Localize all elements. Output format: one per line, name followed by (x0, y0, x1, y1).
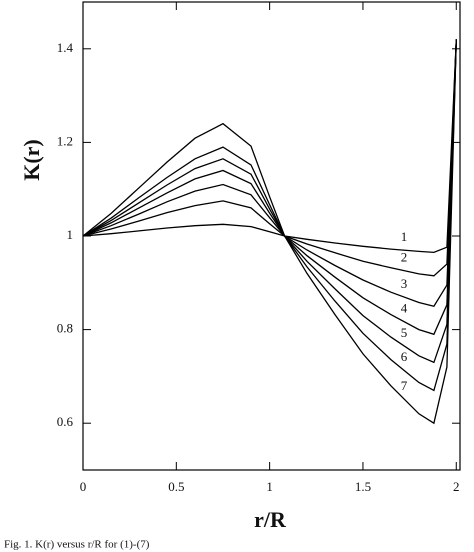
y-tick-label: 1.2 (57, 133, 73, 148)
y-axis-title: K(r) (19, 139, 44, 181)
curve-label: 6 (401, 349, 408, 364)
curve-label: 3 (401, 276, 408, 291)
curve-label: 4 (401, 301, 408, 316)
x-tick-label: 0.5 (168, 479, 184, 494)
curve-label: 5 (401, 325, 408, 340)
y-tick-label: 0.8 (57, 321, 73, 336)
x-tick-label: 2 (453, 479, 460, 494)
curve (82, 39, 457, 425)
curve-label: 2 (401, 250, 408, 265)
y-tick-label: 1.4 (57, 40, 74, 55)
x-axis-title: r/R (254, 507, 287, 532)
caption: Fig. 1. K(r) versus r/R for (1)-(7) (4, 539, 150, 551)
curve-label: 1 (401, 229, 408, 244)
y-tick-label: 0.6 (57, 414, 74, 429)
x-tick-label: 1.5 (355, 479, 371, 494)
x-tick-label: 0 (80, 479, 87, 494)
y-tick-label: 1 (67, 227, 74, 242)
curve-label: 7 (401, 378, 408, 393)
x-tick-label: 1 (266, 479, 273, 494)
curve (82, 39, 457, 307)
